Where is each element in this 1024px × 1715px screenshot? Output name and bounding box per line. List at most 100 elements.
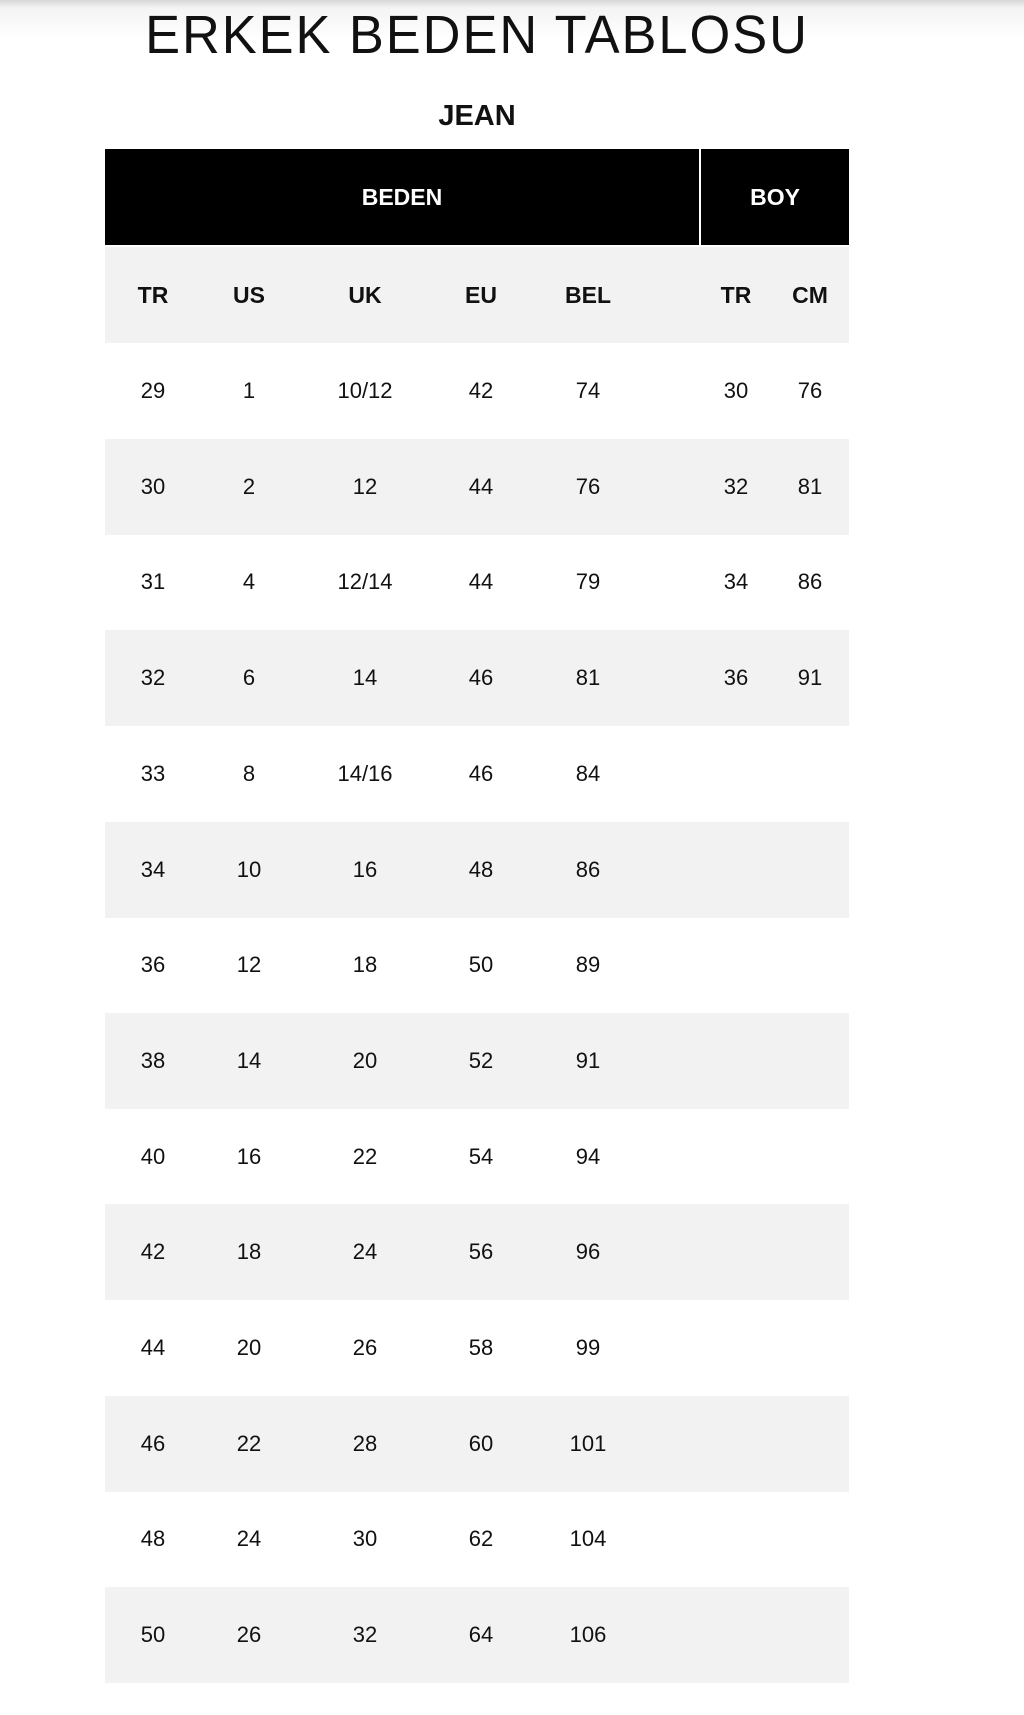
table-cell [760,1109,860,1205]
table-cell [760,1491,860,1587]
table-row: 50 26 32 64 106 [105,1587,849,1684]
table-row: 31 4 12/14 44 79 34 86 [105,534,849,630]
table-row: 42 18 24 56 96 [105,1204,849,1301]
table-cell: 106 [569,1622,607,1648]
column-header: EU [465,281,497,308]
table-cell: 26 [352,1335,378,1360]
table-cell: 42 [468,378,494,403]
table-cell: 94 [575,1143,601,1169]
table-cell: 48 [140,1526,166,1552]
table-cell: 40 [140,1143,166,1169]
table-cell: 99 [575,1335,601,1360]
table-cell: 58 [468,1335,494,1360]
table-cell: 36 [140,952,166,978]
table-row: 34 10 16 48 86 [105,821,849,918]
table-cell: 34 [140,856,166,882]
table-cell [760,1204,860,1300]
table-cell: 86 [575,856,601,882]
table-cell: 46 [468,760,494,786]
table-cell: 30 [352,1526,378,1552]
table-cell: 62 [468,1526,494,1552]
table-cell: 79 [575,569,601,595]
table-cell: 89 [575,952,601,978]
table-cell: 56 [468,1239,494,1265]
top-shadow [0,0,1024,40]
table-cell: 50 [468,952,494,978]
table-cell: 22 [236,1430,262,1456]
table-cell [760,726,860,822]
table-cell: 96 [575,1239,601,1265]
table-cell [760,1013,860,1109]
table-cell: 24 [352,1239,378,1265]
table-cell: 54 [468,1143,494,1169]
table-cell: 18 [352,952,378,978]
table-cell: 28 [352,1430,378,1456]
table-cell: 12/14 [337,569,393,595]
table-cell [760,917,860,1013]
table-cell: 26 [236,1622,262,1648]
table-cell: 32 [352,1622,378,1648]
table-row: 32 6 14 46 81 36 91 [105,630,849,727]
table-row: 46 22 28 60 101 [105,1395,849,1492]
table-cell: 60 [468,1430,494,1456]
table-cell [760,1300,860,1396]
table-row: 38 14 20 52 91 [105,1012,849,1109]
table-cell: 91 [797,665,823,691]
table-cell: 16 [352,856,378,882]
table-cell: 44 [140,1335,166,1360]
table-cell: 84 [575,760,601,786]
table-row: 48 24 30 62 104 [105,1491,849,1587]
table-row: 44 20 26 58 99 [105,1300,849,1396]
table-cell: 76 [575,473,601,499]
header-beden: BEDEN [105,149,699,245]
table-row: 33 8 14/16 46 84 [105,726,849,822]
table-cell: 8 [242,760,256,786]
table-cell: 46 [468,665,494,691]
table-cell: 32 [723,473,749,499]
table-cell: 42 [140,1239,166,1265]
table-cell: 22 [352,1143,378,1169]
table-cell: 16 [236,1143,262,1169]
table-cell: 76 [797,378,823,403]
table-cell: 30 [140,473,166,499]
table-cell: 14 [236,1047,262,1073]
table-row: 40 16 22 54 94 [105,1109,849,1205]
column-header-row: TR US UK EU BEL TR CM [105,247,849,343]
table-cell: 44 [468,473,494,499]
table-cell: 30 [723,378,749,403]
table-cell: 81 [797,473,823,499]
table-cell: 10 [236,856,262,882]
table-cell: 31 [140,569,166,595]
table-cell: 20 [352,1047,378,1073]
table-cell: 36 [723,665,749,691]
table-cell [760,1396,860,1492]
column-header: UK [348,281,382,308]
header-boy: BOY [701,149,849,245]
table-row: 29 1 10/12 42 74 30 76 [105,343,849,439]
table-cell: 104 [569,1526,607,1552]
table-row: 36 12 18 50 89 [105,917,849,1013]
table-subtitle: JEAN [438,100,516,132]
table-cell: 38 [140,1047,166,1073]
table-cell: 86 [797,569,823,595]
column-header: US [233,281,265,308]
table-cell: 33 [140,760,166,786]
table-cell: 48 [468,856,494,882]
table-cell: 91 [575,1047,601,1073]
table-cell: 24 [236,1526,262,1552]
table-cell: 52 [468,1047,494,1073]
table-cell: 4 [242,569,256,595]
table-cell: 29 [140,378,166,403]
table-cell: 81 [575,665,601,691]
column-header: TR [720,281,752,308]
table-cell [760,822,860,918]
table-cell: 32 [140,665,166,691]
table-cell: 46 [140,1430,166,1456]
table-row: 30 2 12 44 76 32 81 [105,438,849,535]
table-cell: 14 [352,665,378,691]
table-cell: 20 [236,1335,262,1360]
table-cell: 2 [242,473,256,499]
table-cell: 74 [575,378,601,403]
table-cell: 1 [242,378,256,403]
column-header: CM [792,281,828,308]
